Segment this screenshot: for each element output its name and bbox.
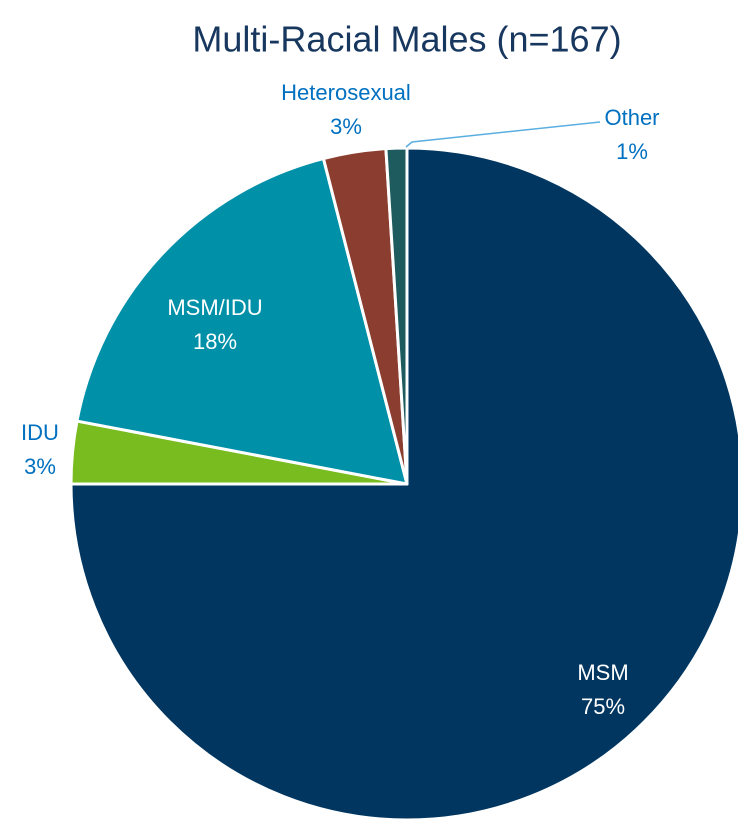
slice-label: Heterosexual	[281, 80, 411, 105]
slice-value-label: 1%	[616, 139, 648, 164]
chart-title: Multi-Racial Males (n=167)	[192, 19, 621, 60]
slice-value-label: 75%	[581, 694, 625, 719]
slice-label: IDU	[21, 420, 59, 445]
pie-slice	[384, 146, 409, 486]
slice-label: MSM/IDU	[167, 295, 262, 320]
leader-line	[405, 121, 601, 148]
pie-slice	[75, 157, 409, 486]
slice-value-label: 3%	[330, 114, 362, 139]
slice-label: Other	[604, 105, 659, 130]
slice-value-label: 3%	[24, 454, 56, 479]
slice-value-label: 18%	[193, 329, 237, 354]
slices	[69, 146, 738, 820]
pie-slice	[69, 146, 738, 820]
slice-label: MSM	[577, 660, 628, 685]
